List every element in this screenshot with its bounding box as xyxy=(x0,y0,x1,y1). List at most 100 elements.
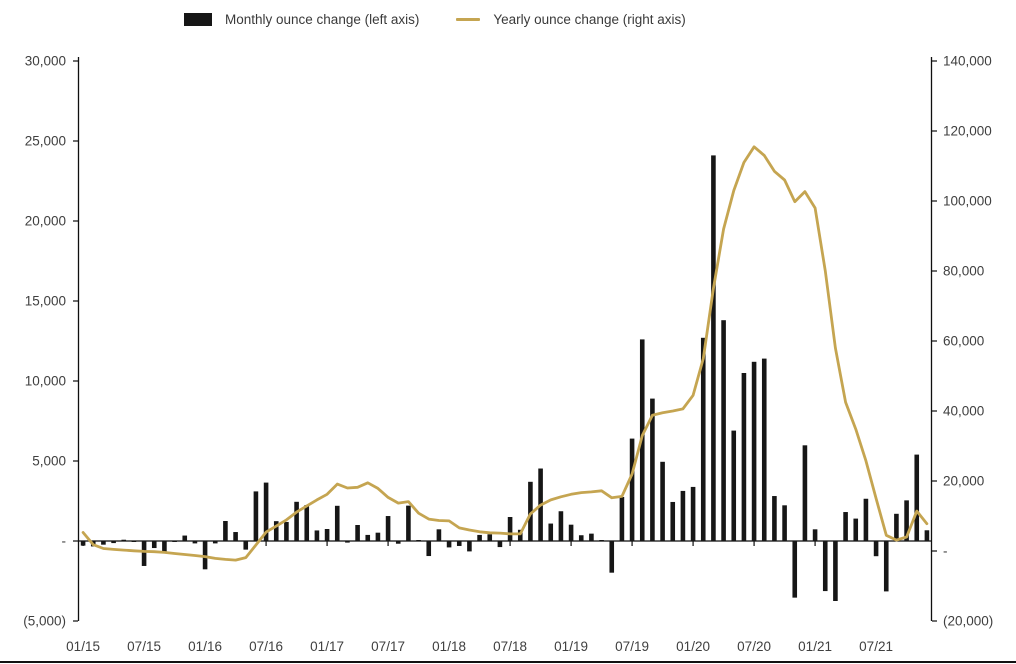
monthly-bar[interactable] xyxy=(273,521,279,541)
monthly-bar[interactable] xyxy=(141,541,147,566)
monthly-bar[interactable] xyxy=(487,534,493,541)
monthly-bar[interactable] xyxy=(700,337,706,541)
monthly-bar[interactable] xyxy=(670,501,676,541)
monthly-bar[interactable] xyxy=(192,541,198,544)
monthly-bar[interactable] xyxy=(385,516,391,541)
monthly-bar[interactable] xyxy=(151,541,157,549)
x-tick-label: 01/18 xyxy=(432,639,466,654)
monthly-bar[interactable] xyxy=(578,535,584,541)
monthly-bar[interactable] xyxy=(528,481,533,541)
monthly-bar[interactable] xyxy=(792,541,798,598)
monthly-bar[interactable] xyxy=(294,501,299,541)
y-right-tick-label: 140,000 xyxy=(943,54,992,69)
monthly-bar[interactable] xyxy=(202,541,208,570)
legend-item-monthly[interactable]: Monthly ounce change (left axis) xyxy=(184,12,419,27)
monthly-bar[interactable] xyxy=(497,541,503,548)
monthly-bar[interactable] xyxy=(833,541,838,601)
monthly-bar[interactable] xyxy=(812,529,818,541)
monthly-bar[interactable] xyxy=(446,541,452,548)
monthly-bar[interactable] xyxy=(894,513,899,541)
monthly-bar[interactable] xyxy=(80,541,86,546)
monthly-bar[interactable] xyxy=(660,461,665,541)
monthly-bar[interactable] xyxy=(223,521,228,541)
monthly-bar[interactable] xyxy=(345,541,350,543)
monthly-bar[interactable] xyxy=(263,482,269,541)
monthly-bar[interactable] xyxy=(772,496,777,541)
monthly-bar[interactable] xyxy=(456,541,462,546)
monthly-bar[interactable] xyxy=(863,498,869,541)
monthly-bar[interactable] xyxy=(121,539,127,541)
monthly-bar[interactable] xyxy=(924,530,930,541)
monthly-bar[interactable] xyxy=(304,505,310,541)
monthly-bar[interactable] xyxy=(416,540,421,541)
monthly-bar[interactable] xyxy=(172,541,177,542)
monthly-bar[interactable] xyxy=(914,454,920,541)
monthly-bar[interactable] xyxy=(711,155,716,541)
bar-swatch-icon xyxy=(184,13,212,26)
y-left-tick-label: 10,000 xyxy=(25,374,66,389)
monthly-bar[interactable] xyxy=(568,524,574,541)
monthly-bar[interactable] xyxy=(822,541,828,592)
y-left-tick-label: 25,000 xyxy=(25,134,66,149)
monthly-bar[interactable] xyxy=(467,541,472,552)
x-tick-label: 07/21 xyxy=(859,639,893,654)
monthly-bar[interactable] xyxy=(355,525,360,541)
monthly-bar[interactable] xyxy=(629,438,635,541)
monthly-bar[interactable] xyxy=(131,541,137,542)
monthly-bar[interactable] xyxy=(731,430,737,541)
monthly-bar[interactable] xyxy=(843,512,848,541)
monthly-bar[interactable] xyxy=(507,517,513,541)
monthly-bar[interactable] xyxy=(548,523,554,541)
monthly-bar[interactable] xyxy=(599,540,604,541)
monthly-bar[interactable] xyxy=(284,521,289,541)
monthly-bar[interactable] xyxy=(395,541,401,544)
monthly-bar[interactable] xyxy=(212,541,218,544)
monthly-bar[interactable] xyxy=(690,486,696,541)
legend-item-yearly[interactable]: Yearly ounce change (right axis) xyxy=(456,12,686,27)
monthly-bar[interactable] xyxy=(233,532,238,541)
yearly-line[interactable] xyxy=(81,145,929,562)
monthly-bar[interactable] xyxy=(853,518,859,541)
monthly-bar[interactable] xyxy=(243,541,249,550)
monthly-bars xyxy=(80,155,930,601)
monthly-bar[interactable] xyxy=(589,533,594,541)
monthly-bar[interactable] xyxy=(477,534,482,541)
monthly-bar[interactable] xyxy=(162,541,167,553)
monthly-bar[interactable] xyxy=(426,541,432,557)
monthly-bar[interactable] xyxy=(406,505,411,541)
monthly-bar[interactable] xyxy=(650,398,655,541)
monthly-bar[interactable] xyxy=(436,529,442,541)
monthly-bar[interactable] xyxy=(873,541,879,557)
monthly-bar[interactable] xyxy=(314,530,320,541)
monthly-bar[interactable] xyxy=(517,529,523,541)
monthly-bar[interactable] xyxy=(751,361,757,541)
monthly-bar[interactable] xyxy=(782,505,787,541)
y-left-tick-label: 15,000 xyxy=(25,294,66,309)
monthly-bar[interactable] xyxy=(741,373,747,541)
monthly-bar[interactable] xyxy=(558,511,564,541)
y-right-tick-label: 40,000 xyxy=(943,404,984,419)
monthly-bar[interactable] xyxy=(324,529,330,541)
y-right-tick-label: 100,000 xyxy=(943,194,992,209)
legend-yearly-label: Yearly ounce change (right axis) xyxy=(493,12,686,27)
monthly-bar[interactable] xyxy=(334,505,340,541)
monthly-bar[interactable] xyxy=(111,541,116,544)
monthly-bar[interactable] xyxy=(761,358,767,541)
monthly-bar[interactable] xyxy=(883,541,889,592)
monthly-bar[interactable] xyxy=(619,497,625,541)
monthly-bar[interactable] xyxy=(375,532,381,541)
monthly-bar[interactable] xyxy=(253,491,259,541)
monthly-bar[interactable] xyxy=(182,535,188,541)
monthly-bar[interactable] xyxy=(721,320,726,541)
monthly-bar[interactable] xyxy=(609,541,615,573)
monthly-bar[interactable] xyxy=(680,490,686,541)
monthly-bar[interactable] xyxy=(101,541,106,545)
axes xyxy=(77,57,933,621)
monthly-bar[interactable] xyxy=(904,500,909,541)
monthly-bar[interactable] xyxy=(365,534,371,541)
y-right-tick-label: 80,000 xyxy=(943,264,984,279)
monthly-bar[interactable] xyxy=(802,445,808,541)
y-right-tick-label: - xyxy=(943,544,948,559)
